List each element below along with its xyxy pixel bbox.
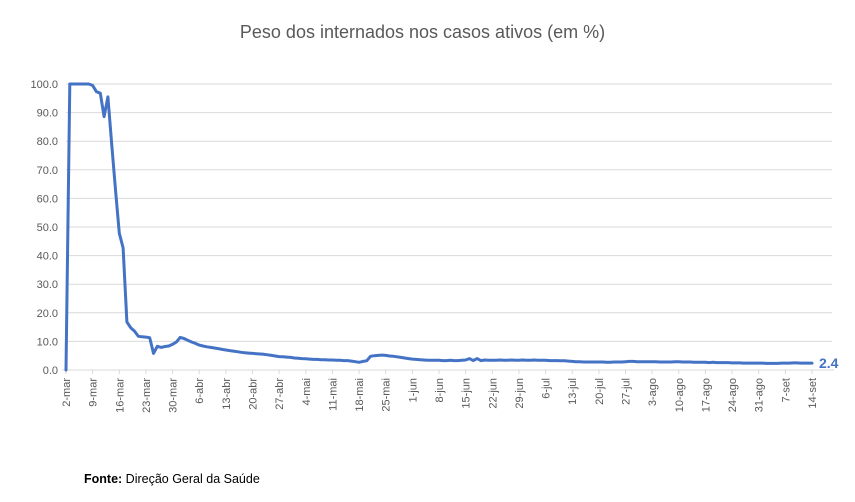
x-tick-label: 13-abr	[221, 378, 233, 410]
y-tick-label: 20.0	[37, 308, 58, 320]
x-tick-label: 22-jun	[487, 378, 499, 409]
x-tick-label: 29-jun	[514, 378, 526, 409]
x-tick-label: 8-jun	[434, 378, 446, 402]
y-tick-label: 40.0	[37, 251, 58, 263]
x-tick-label: 13-jul	[567, 378, 579, 405]
x-tick-label: 17-ago	[700, 378, 712, 412]
x-tick-label: 18-mai	[354, 378, 366, 412]
y-tick-label: 0.0	[43, 365, 58, 377]
y-tick-label: 50.0	[37, 222, 58, 234]
x-tick-label: 6-jul	[541, 378, 553, 399]
x-tick-label: 6-abr	[194, 378, 206, 404]
source-text: Direção Geral da Saúde	[122, 472, 260, 486]
x-tick-label: 24-ago	[727, 378, 739, 412]
x-tick-label: 7-set	[780, 378, 792, 402]
x-tick-label: 25-mai	[381, 378, 393, 412]
y-tick-label: 80.0	[37, 136, 58, 148]
x-tick-label: 27-abr	[274, 378, 286, 410]
x-tick-label: 30-mar	[168, 378, 180, 413]
x-tick-label: 4-mai	[301, 378, 313, 406]
x-tick-label: 2-mar	[61, 378, 73, 407]
x-tick-label: 31-ago	[754, 378, 766, 412]
x-tick-label: 11-mai	[327, 378, 339, 411]
x-tick-label: 27-jul	[621, 378, 633, 405]
series-line	[64, 82, 814, 372]
chart-title: Peso dos internados nos casos ativos (em…	[239, 22, 606, 42]
y-tick-label: 70.0	[37, 165, 58, 177]
x-tick-label: 14-set	[807, 378, 819, 409]
source-label: Fonte:	[84, 472, 123, 486]
x-tick-label: 10-ago	[674, 378, 686, 412]
x-tick-label: 15-jun	[461, 378, 473, 409]
end-value-label: 2.4	[819, 355, 839, 371]
x-tick-label: 1-jun	[407, 378, 419, 402]
y-tick-label: 10.0	[37, 336, 58, 348]
y-tick-label: 30.0	[37, 279, 58, 291]
x-tick-label: 20-abr	[248, 378, 260, 410]
x-tick-label: 3-ago	[647, 378, 659, 406]
x-tick-label: 16-mar	[114, 378, 126, 413]
x-tick-label: 20-jul	[594, 378, 606, 405]
source-note: Fonte: Direção Geral da Saúde	[84, 472, 260, 486]
y-tick-label: 100.0	[30, 79, 58, 91]
x-tick-label: 23-mar	[141, 378, 153, 413]
y-tick-label: 90.0	[37, 108, 58, 120]
x-tick-label: 9-mar	[88, 378, 100, 407]
y-tick-label: 60.0	[37, 193, 58, 205]
